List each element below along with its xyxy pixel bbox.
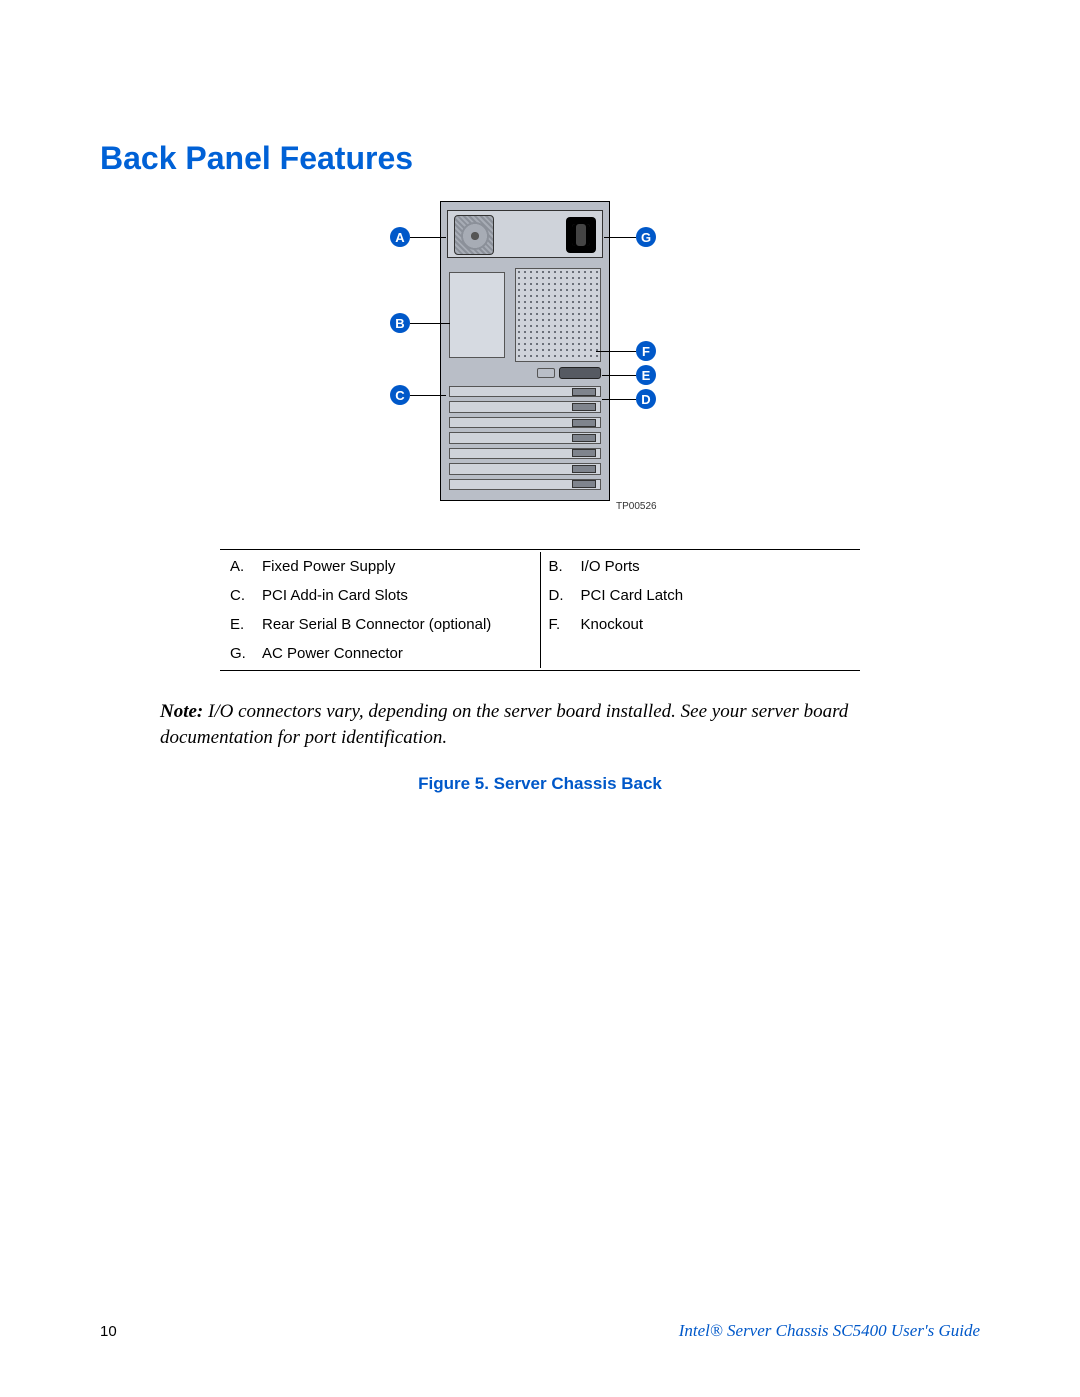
psu-area [447, 210, 603, 258]
legend-key: D. [549, 587, 567, 604]
page-number: 10 [100, 1323, 117, 1340]
legend-value: Rear Serial B Connector (optional) [262, 616, 491, 633]
callout-line [604, 237, 636, 238]
note-label: Note: [160, 701, 203, 722]
callout-line [410, 237, 446, 238]
callout-e: E [636, 365, 656, 385]
legend-row: G. AC Power Connector [222, 639, 858, 668]
pci-slot [449, 401, 601, 412]
tp-code: TP00526 [616, 501, 657, 512]
legend-value: I/O Ports [581, 558, 640, 575]
figure-caption: Figure 5. Server Chassis Back [418, 774, 662, 794]
callout-f: F [636, 341, 656, 361]
legend-row: A. Fixed Power Supply B. I/O Ports [222, 552, 858, 581]
callout-line [602, 399, 636, 400]
io-vent [515, 268, 601, 362]
knockout-icon [537, 368, 555, 378]
legend-table: A. Fixed Power Supply B. I/O Ports C. PCI A… [220, 549, 860, 671]
legend-key: B. [549, 558, 567, 575]
pci-slot [449, 463, 601, 474]
note-text: I/O connectors vary, depending on the se… [160, 701, 848, 748]
legend-key: E. [230, 616, 248, 633]
callout-line [596, 351, 636, 352]
note: Note: I/O connectors vary, depending on … [160, 699, 920, 750]
legend-key: F. [549, 616, 567, 633]
serial-port-icon [559, 367, 601, 379]
chassis-diagram: A B C G F E D TP00526 [390, 201, 690, 531]
callout-b: B [390, 313, 410, 333]
pci-slots [449, 386, 601, 490]
pci-slot [449, 432, 601, 443]
legend-value: Knockout [581, 616, 644, 633]
legend-key: C. [230, 587, 248, 604]
callout-line [410, 395, 446, 396]
pci-slot [449, 417, 601, 428]
serial-row [449, 366, 601, 380]
callout-d: D [636, 389, 656, 409]
legend-row: C. PCI Add-in Card Slots D. PCI Card Latch [222, 581, 858, 610]
section-heading: Back Panel Features [100, 140, 980, 177]
chassis-body [440, 201, 610, 501]
callout-g: G [636, 227, 656, 247]
figure: A B C G F E D TP00526 A. Fixed Power Supp… [100, 201, 980, 794]
ac-connector-icon [566, 217, 596, 253]
fan-icon [454, 215, 494, 255]
legend-value: Fixed Power Supply [262, 558, 395, 575]
callout-line [410, 323, 450, 324]
callout-line [602, 375, 636, 376]
guide-title: Intel® Server Chassis SC5400 User's Guid… [679, 1321, 980, 1341]
legend-row: E. Rear Serial B Connector (optional) F. K… [222, 610, 858, 639]
callout-a: A [390, 227, 410, 247]
legend-value: PCI Add-in Card Slots [262, 587, 408, 604]
legend-key: A. [230, 558, 248, 575]
pci-slot [449, 448, 601, 459]
callout-c: C [390, 385, 410, 405]
page-footer: 10 Intel® Server Chassis SC5400 User's G… [100, 1321, 980, 1341]
legend-value: AC Power Connector [262, 645, 403, 662]
blank-plate [449, 272, 505, 358]
pci-slot [449, 479, 601, 490]
legend-key: G. [230, 645, 248, 662]
legend-value: PCI Card Latch [581, 587, 684, 604]
pci-slot [449, 386, 601, 397]
legend-key [549, 645, 567, 662]
